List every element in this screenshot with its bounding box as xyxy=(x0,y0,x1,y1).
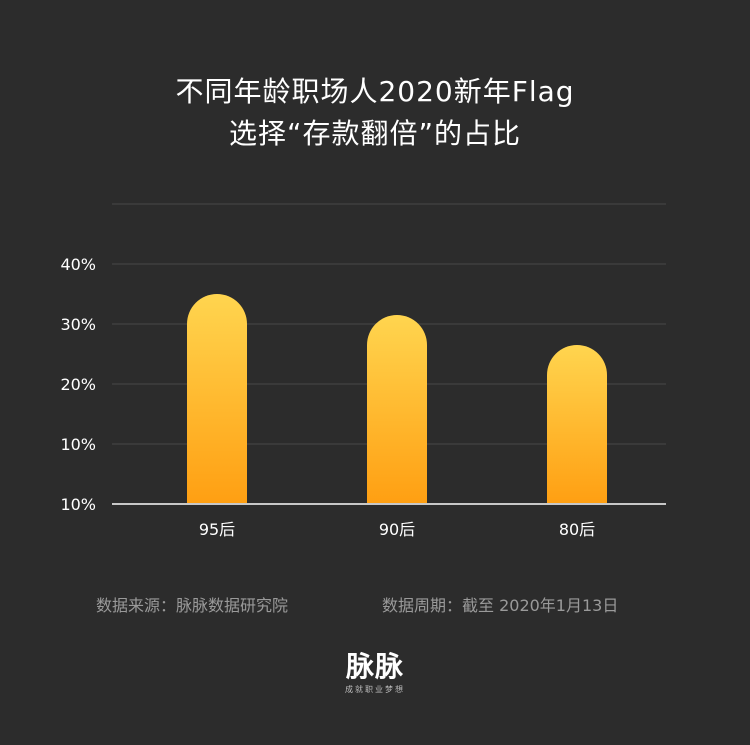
chart-title-line2: 选择“存款翻倍”的占比 xyxy=(228,117,521,150)
y-tick-label: 30% xyxy=(60,315,96,334)
data-period-text: 数据周期：截至 2020年1月13日 xyxy=(382,596,619,615)
y-tick-label: 20% xyxy=(60,375,96,394)
bar-1 xyxy=(367,315,427,504)
y-tick-label: 10% xyxy=(60,495,96,514)
x-tick-label: 90后 xyxy=(379,520,415,539)
logo-slogan: 成就职业梦想 xyxy=(345,685,405,694)
logo-name: 脉脉 xyxy=(345,650,404,683)
bar-0 xyxy=(187,294,247,504)
chart-title-line1: 不同年龄职场人2020新年Flag xyxy=(175,75,575,108)
y-tick-label: 40% xyxy=(60,255,96,274)
data-source-text: 数据来源：脉脉数据研究院 xyxy=(96,596,289,615)
y-tick-label: 10% xyxy=(60,435,96,454)
bar-2 xyxy=(547,345,607,504)
maimai-logo: 脉脉 成就职业梦想 xyxy=(0,650,750,696)
bar-chart: 10% 10% 20% 30% 40% 95后 90后 80后 xyxy=(60,203,666,539)
x-tick-label: 80后 xyxy=(559,520,595,539)
x-tick-label: 95后 xyxy=(199,520,235,539)
